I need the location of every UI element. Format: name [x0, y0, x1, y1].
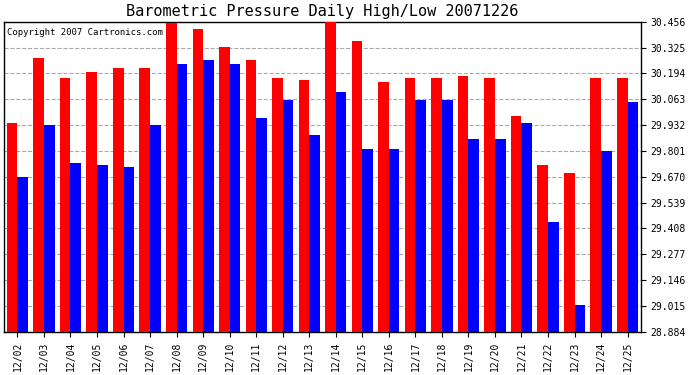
- Title: Barometric Pressure Daily High/Low 20071226: Barometric Pressure Daily High/Low 20071…: [126, 4, 519, 19]
- Bar: [442, 100, 453, 332]
- Bar: [166, 23, 177, 332]
- Bar: [124, 167, 134, 332]
- Bar: [33, 58, 44, 332]
- Bar: [325, 21, 336, 332]
- Bar: [522, 123, 532, 332]
- Bar: [246, 60, 256, 332]
- Bar: [97, 165, 108, 332]
- Bar: [405, 78, 415, 332]
- Bar: [113, 68, 124, 332]
- Bar: [230, 64, 240, 332]
- Bar: [415, 100, 426, 332]
- Bar: [564, 173, 575, 332]
- Bar: [272, 78, 283, 332]
- Text: Copyright 2007 Cartronics.com: Copyright 2007 Cartronics.com: [8, 28, 164, 37]
- Bar: [219, 46, 230, 332]
- Bar: [283, 100, 293, 332]
- Bar: [309, 135, 320, 332]
- Bar: [86, 72, 97, 332]
- Bar: [150, 126, 161, 332]
- Bar: [60, 78, 70, 332]
- Bar: [389, 149, 400, 332]
- Bar: [457, 76, 469, 332]
- Bar: [193, 29, 203, 332]
- Bar: [469, 139, 479, 332]
- Bar: [177, 64, 187, 332]
- Bar: [495, 139, 506, 332]
- Bar: [378, 82, 389, 332]
- Bar: [139, 68, 150, 332]
- Bar: [511, 116, 522, 332]
- Bar: [591, 78, 601, 332]
- Bar: [575, 305, 585, 332]
- Bar: [44, 126, 55, 332]
- Bar: [617, 78, 628, 332]
- Bar: [299, 80, 309, 332]
- Bar: [431, 78, 442, 332]
- Bar: [601, 151, 611, 332]
- Bar: [352, 40, 362, 332]
- Bar: [538, 165, 548, 332]
- Bar: [336, 92, 346, 332]
- Bar: [70, 163, 81, 332]
- Bar: [484, 78, 495, 332]
- Bar: [7, 123, 17, 332]
- Bar: [362, 149, 373, 332]
- Bar: [203, 60, 214, 332]
- Bar: [548, 222, 559, 332]
- Bar: [256, 118, 267, 332]
- Bar: [17, 177, 28, 332]
- Bar: [628, 102, 638, 332]
